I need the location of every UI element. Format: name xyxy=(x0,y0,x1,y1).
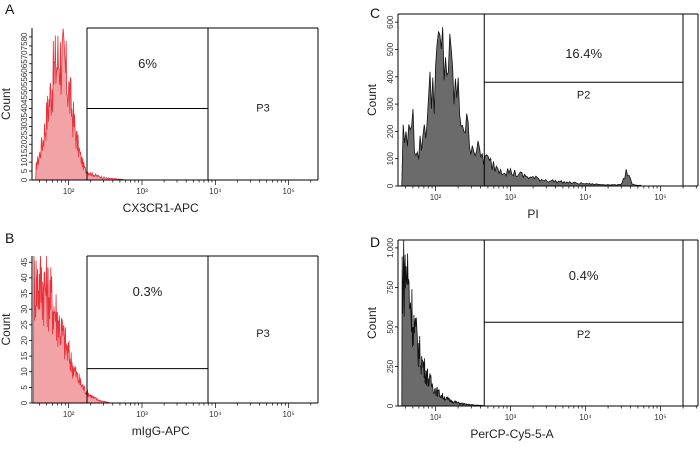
y-tick-label: 0 xyxy=(20,177,29,182)
y-tick-label: 60 xyxy=(20,68,29,77)
y-tick-label: 75 xyxy=(20,41,29,50)
gate-name-label: P3 xyxy=(256,103,269,115)
histogram xyxy=(401,239,486,407)
x-axis-label: CX3CR1-APC xyxy=(123,201,199,215)
y-tick-label: 30 xyxy=(20,304,29,313)
gate-percent-label: 0.4% xyxy=(569,268,599,283)
y-tick-label: 750 xyxy=(386,280,395,294)
y-tick-label: 65 xyxy=(20,59,29,68)
gate-percent-label: 16.4% xyxy=(565,46,602,61)
y-tick-label: 400 xyxy=(386,70,395,84)
panel-c: C 0 100 200 300 400 500 600 10² 10³ 10⁴ 10⁵ PI Count 1… xyxy=(365,5,699,221)
x-tick-label: 10⁴ xyxy=(209,187,222,196)
y-tick-label: 35 xyxy=(20,112,29,121)
y-tick-label: 0 xyxy=(386,183,395,188)
gate: 0.4% P2 xyxy=(483,240,684,406)
y-axis-label: Count xyxy=(365,306,379,339)
y-tick-label: 5 xyxy=(20,168,29,173)
y-tick-label: 80 xyxy=(20,32,29,41)
panel-letter: C xyxy=(370,5,380,21)
y-tick-label: 0 xyxy=(20,400,29,405)
x-tick-label: 10⁵ xyxy=(654,413,666,422)
gate: 0.3% xyxy=(86,255,209,403)
y-tick-label: 0 xyxy=(386,403,395,408)
y-tick-label: 15 xyxy=(20,351,29,360)
x-tick-label: 10⁴ xyxy=(579,413,592,422)
x-axis-label: mIgG-APC xyxy=(132,424,190,438)
y-axis-label: Count xyxy=(0,87,13,120)
y-tick-label: 10 xyxy=(20,367,29,376)
gate-name-label: P2 xyxy=(577,89,590,101)
y-tick-label: 50 xyxy=(20,86,29,95)
x-axis-label: PerCP-Cy5-5-A xyxy=(470,427,553,441)
gate: P3 xyxy=(207,255,319,403)
y-tick-label: 20 xyxy=(20,139,29,148)
histogram xyxy=(35,28,125,181)
panel-letter: B xyxy=(5,230,14,246)
x-tick-label: 10³ xyxy=(505,193,517,202)
x-tick-label: 10² xyxy=(63,187,75,196)
x-tick-label: 10⁴ xyxy=(579,193,592,202)
y-tick-label: 55 xyxy=(20,77,29,86)
y-tick-label: 100 xyxy=(386,151,395,165)
y-tick-label: 35 xyxy=(20,289,29,298)
x-tick-label: 10⁵ xyxy=(654,193,666,202)
y-tick-label: 5 xyxy=(20,385,29,390)
y-tick-label: 1,000 xyxy=(386,237,395,258)
x-tick-label: 10² xyxy=(430,413,442,422)
gate-percent-label: 6% xyxy=(138,56,157,71)
y-tick-label: 200 xyxy=(386,124,395,138)
histogram xyxy=(33,255,110,404)
y-axis-label: Count xyxy=(365,83,379,116)
y-tick-label: 25 xyxy=(20,320,29,329)
y-tick-label: 500 xyxy=(386,42,395,56)
panel-letter: D xyxy=(370,234,380,250)
x-tick-label: 10⁵ xyxy=(283,410,295,419)
panel-letter: A xyxy=(5,1,15,17)
panel-d: D 0 250 500 750 1,000 10² 10³ 10⁴ 10⁵ PerCP-Cy5-5-… xyxy=(365,234,699,441)
gate-name-label: P3 xyxy=(256,328,269,340)
gate-name-label: P2 xyxy=(577,329,590,341)
y-tick-label: 500 xyxy=(386,320,395,334)
x-tick-label: 10³ xyxy=(136,410,148,419)
panel-b: B 0 5 10 15 20 25 30 35 40 45 10² 10³ 10⁴ 10⁵ mIgG-APC C… xyxy=(0,230,319,438)
histogram xyxy=(401,27,642,187)
y-tick-label: 45 xyxy=(20,95,29,104)
x-tick-label: 10² xyxy=(430,193,442,202)
x-tick-label: 10³ xyxy=(505,413,517,422)
y-tick-label: 600 xyxy=(386,15,395,29)
y-tick-label: 30 xyxy=(20,121,29,130)
y-tick-label: 40 xyxy=(20,103,29,112)
gate-percent-label: 0.3% xyxy=(133,284,163,299)
x-tick-label: 10⁵ xyxy=(283,187,295,196)
y-tick-label: 20 xyxy=(20,335,29,344)
gate: 16.4% P2 xyxy=(483,14,684,186)
x-axis-label: PI xyxy=(527,207,538,221)
y-tick-label: 70 xyxy=(20,50,29,59)
y-tick-label: 300 xyxy=(386,97,395,111)
y-tick-label: 45 xyxy=(20,257,29,266)
x-tick-label: 10³ xyxy=(136,187,148,196)
y-axis-label: Count xyxy=(0,313,13,346)
y-tick-label: 250 xyxy=(386,359,395,373)
y-tick-label: 25 xyxy=(20,130,29,139)
y-tick-label: 40 xyxy=(20,273,29,282)
gate: P3 xyxy=(207,27,319,180)
x-tick-label: 10² xyxy=(63,410,75,419)
y-tick-label: 15 xyxy=(20,148,29,157)
x-tick-label: 10⁴ xyxy=(209,410,222,419)
gate: 6% xyxy=(86,27,209,180)
y-tick-label: 10 xyxy=(20,157,29,166)
